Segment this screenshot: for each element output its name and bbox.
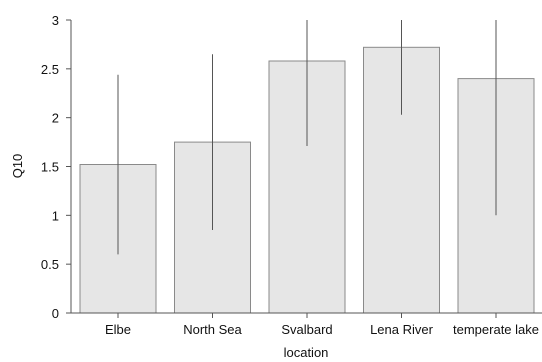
y-tick-label-5: 2.5 bbox=[41, 62, 59, 77]
y-tick-label-6: 3 bbox=[52, 13, 59, 28]
x-tick-label-1: North Sea bbox=[183, 322, 242, 337]
y-tick-label-3: 1.5 bbox=[41, 160, 59, 175]
y-ticks-layer: 0 0.5 1 1.5 2 2.5 3 bbox=[41, 13, 71, 321]
x-axis-title: location bbox=[284, 345, 329, 360]
x-tick-label-3: Lena River bbox=[370, 322, 434, 337]
y-tick-label-4: 2 bbox=[52, 111, 59, 126]
x-tick-label-2: Svalbard bbox=[281, 322, 332, 337]
x-ticks-layer: Elbe North Sea Svalbard Lena River temperate… bbox=[105, 313, 539, 337]
y-tick-label-0: 0 bbox=[52, 306, 59, 321]
y-axis-title: Q10 bbox=[10, 154, 25, 179]
x-tick-label-0: Elbe bbox=[105, 322, 131, 337]
x-tick-label-4: temperate lake bbox=[453, 322, 539, 337]
y-tick-label-1: 0.5 bbox=[41, 257, 59, 272]
y-tick-label-2: 1 bbox=[52, 208, 59, 223]
error-bars-layer bbox=[117, 20, 497, 255]
